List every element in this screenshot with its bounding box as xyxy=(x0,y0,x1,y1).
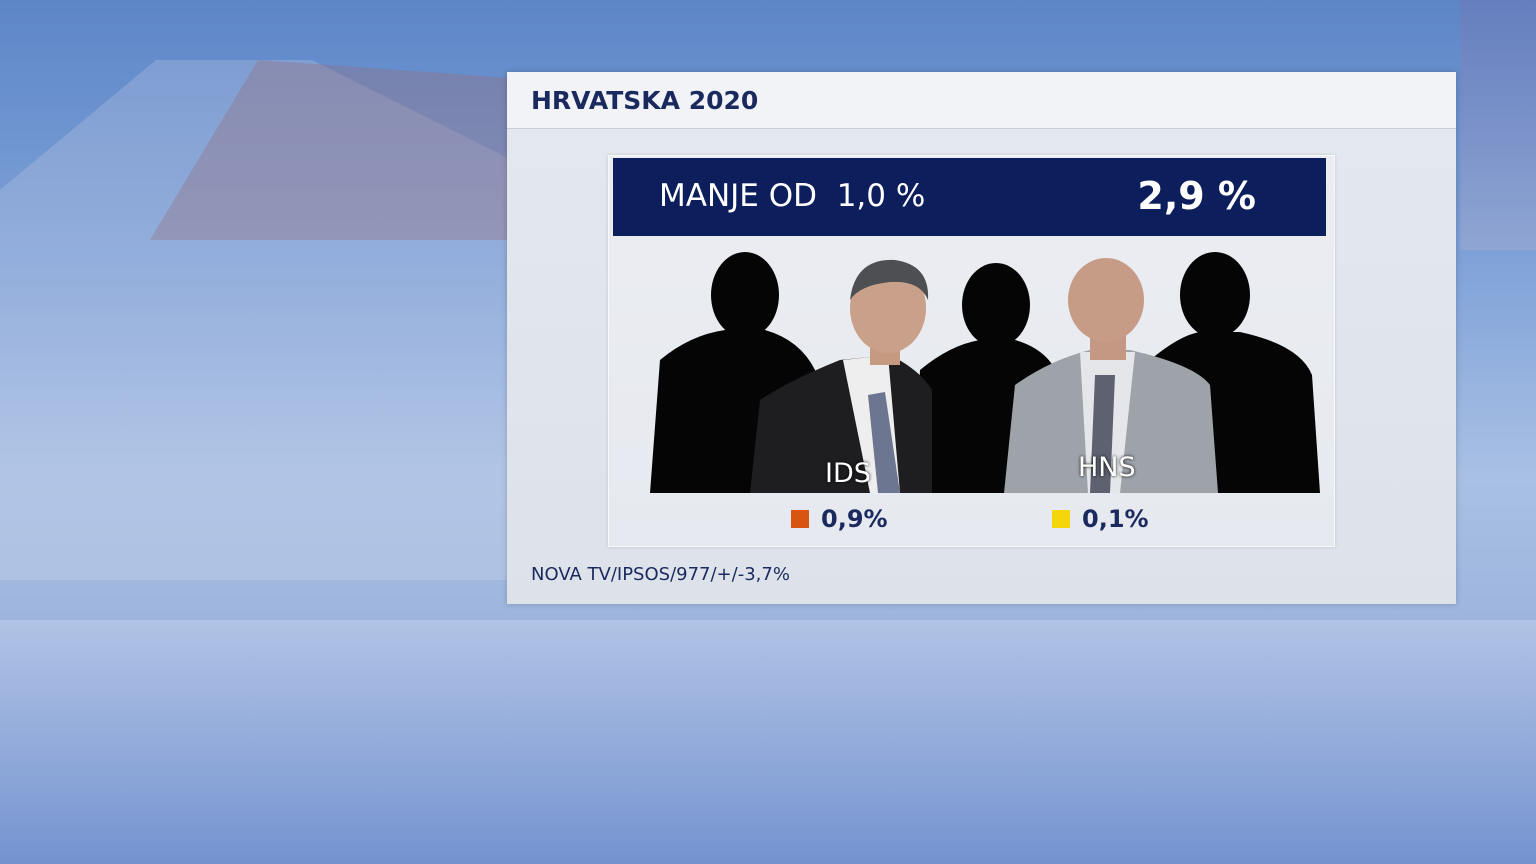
summary-bar: MANJE OD 1,0 % 2,9 % xyxy=(613,158,1326,236)
background-square xyxy=(0,620,1536,864)
hns-leader-photo xyxy=(1004,258,1218,493)
summary-label: MANJE OD 1,0 % xyxy=(659,178,926,214)
hns-color-swatch xyxy=(1052,510,1070,528)
ids-value: 0,9% xyxy=(821,505,888,533)
summary-value: 2,9 % xyxy=(1137,174,1256,218)
ids-color-swatch xyxy=(791,510,809,528)
ids-leader-photo xyxy=(750,259,932,493)
background-building xyxy=(0,60,520,580)
panel-header: HRVATSKA 2020 xyxy=(507,72,1456,129)
legend-hns: 0,1% xyxy=(1052,505,1149,533)
background-church-tower xyxy=(1460,0,1536,250)
poll-source: NOVA TV/IPSOS/977/+/-3,7% xyxy=(531,564,790,585)
legend-ids: 0,9% xyxy=(791,505,888,533)
panel-title: HRVATSKA 2020 xyxy=(531,86,759,115)
party-label-ids: IDS xyxy=(825,458,871,489)
party-label-hns: HNS xyxy=(1078,452,1136,483)
hns-value: 0,1% xyxy=(1082,505,1149,533)
